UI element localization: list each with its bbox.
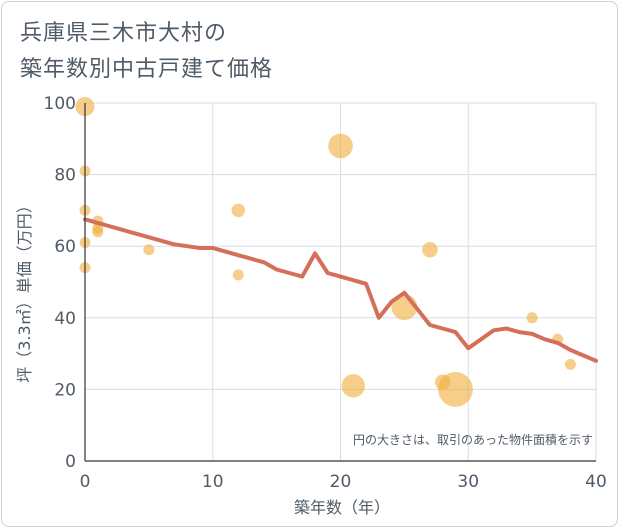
x-tick-label: 20 [330, 472, 352, 492]
scatter-point [143, 244, 155, 256]
x-tick-label: 40 [585, 472, 607, 492]
y-axis-title: 坪（3.3㎡）単価（万円） [15, 197, 34, 382]
y-tick-label: 0 [65, 452, 76, 472]
tick-labels: 0 10 20 30 40 0 20 40 60 80 100 [44, 94, 607, 492]
scatter-point [341, 374, 365, 398]
scatter-point [232, 269, 244, 281]
scatter-point [564, 358, 576, 370]
grid-lines [85, 102, 597, 461]
scatter-point [438, 372, 473, 407]
x-axis-title: 築年数（年） [294, 498, 390, 517]
y-tick-label: 100 [44, 94, 76, 114]
scatter-point [422, 242, 438, 258]
y-tick-label: 20 [54, 380, 76, 400]
x-tick-label: 0 [80, 472, 91, 492]
scatter-point [328, 133, 353, 159]
trend-line [83, 217, 598, 363]
axes [84, 103, 596, 462]
x-tick-label: 10 [202, 472, 224, 492]
chart-title-line-2: 築年数別中古戸建て価格 [20, 57, 274, 82]
trend-line-group [83, 217, 598, 363]
y-tick-label: 60 [54, 237, 76, 257]
chart-title: 兵庫県三木市大村の 築年数別中古戸建て価格 [20, 16, 273, 88]
y-tick-label: 40 [54, 309, 76, 329]
scatter-point [526, 312, 538, 324]
scatter-point [231, 203, 246, 218]
chart-title-line-1: 兵庫県三木市大村の [20, 21, 228, 46]
scatter-points [75, 97, 576, 407]
scatter-point [92, 226, 104, 238]
x-tick-label: 30 [457, 472, 479, 492]
size-annotation: 円の大きさは、取引のあった物件面積を示す [353, 432, 593, 447]
y-tick-label: 80 [54, 166, 76, 186]
